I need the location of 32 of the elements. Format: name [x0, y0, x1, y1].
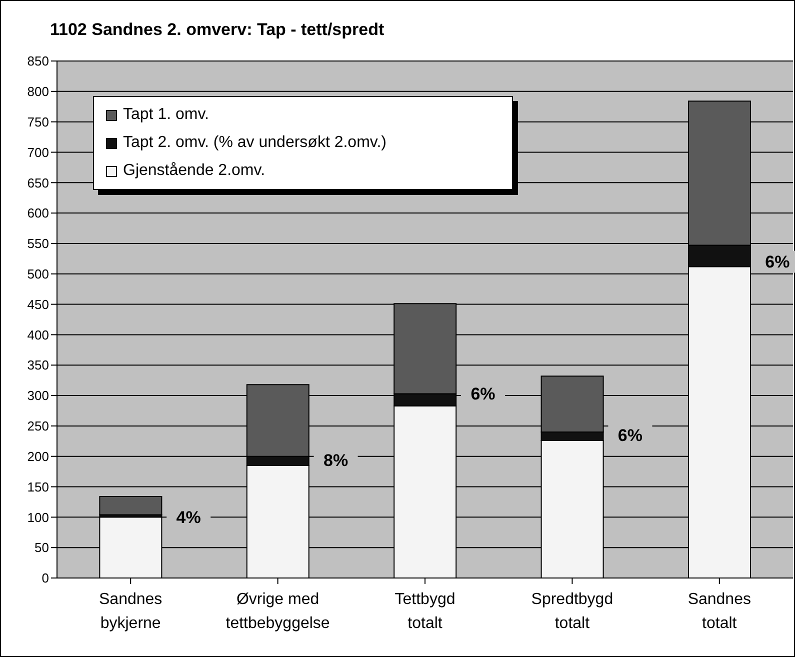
y-tick-label: 800 — [27, 84, 49, 100]
y-tick-label: 550 — [27, 236, 49, 252]
y-tick-label: 500 — [27, 266, 49, 282]
x-tick-label: Øvrige med tettbebyggelse — [226, 591, 330, 632]
legend-label: Tapt 1. omv. — [123, 106, 209, 124]
y-tick-label: 700 — [27, 144, 49, 160]
chart-title: 1102 Sandnes 2. omverv: Tap - tett/spredt — [50, 20, 384, 40]
x-tick-label: Sandnes bykjerne — [99, 591, 162, 632]
legend-label: Tapt 2. omv. (% av undersøkt 2.omv.) — [123, 134, 386, 152]
x-tick-label: Tettbygd totalt — [394, 591, 456, 632]
y-tick-label: 50 — [34, 540, 49, 556]
y-tick-label: 100 — [27, 510, 49, 525]
y-tick-label: 400 — [27, 327, 49, 342]
x-tick-label: Spredtbygd totalt — [531, 591, 614, 632]
annotation: 4% — [176, 508, 201, 528]
y-tick-label: 200 — [27, 448, 49, 464]
y-tick-label: 150 — [27, 479, 49, 494]
y-tick-label: 450 — [27, 296, 49, 312]
y-tick-label: 300 — [27, 388, 49, 404]
y-tick-label: 600 — [27, 206, 49, 221]
y-tick-label: 650 — [27, 175, 49, 190]
x-tick-label: Sandnes totalt — [688, 591, 751, 632]
annotation: 6% — [470, 384, 496, 404]
y-tick-label: 0 — [42, 570, 49, 586]
legend-label: Gjenstående 2.omv. — [123, 162, 266, 180]
y-tick-label: 750 — [27, 114, 49, 130]
y-tick-label: 250 — [27, 418, 49, 434]
annotation: 8% — [324, 451, 348, 470]
annotation: 6% — [618, 426, 642, 446]
y-tick-label: 850 — [27, 54, 49, 69]
annotation: 6% — [765, 252, 790, 272]
y-tick-label: 350 — [27, 358, 49, 373]
